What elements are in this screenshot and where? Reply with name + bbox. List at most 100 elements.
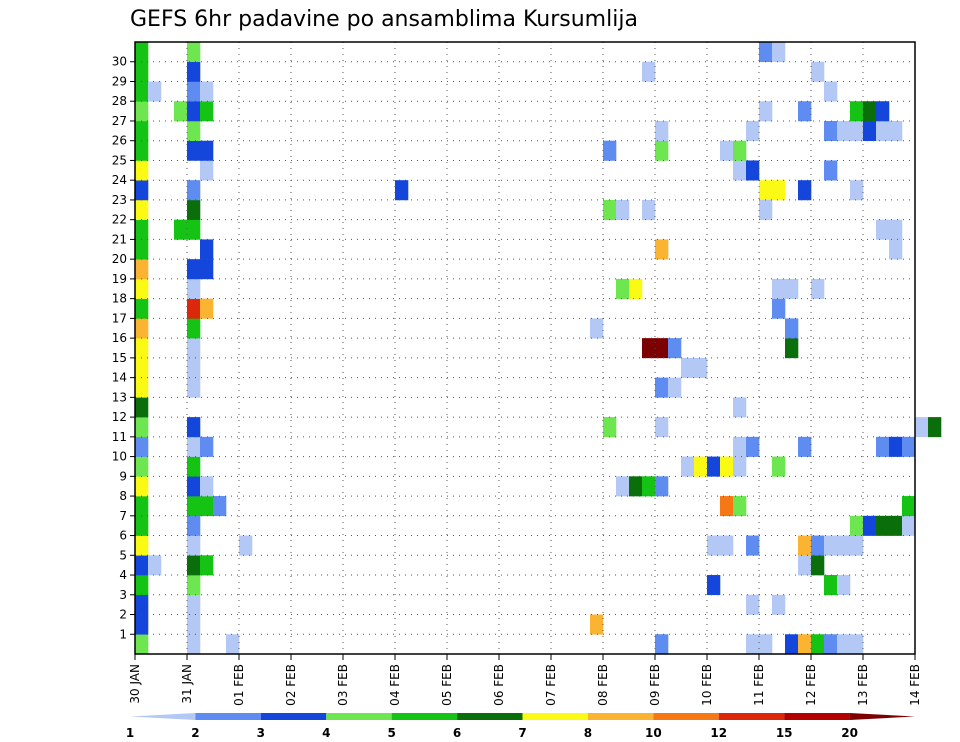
heatmap-cell bbox=[187, 417, 201, 438]
colorbar-tick-label: 20 bbox=[841, 726, 858, 740]
y-tick-label: 1 bbox=[119, 627, 127, 641]
y-tick-label: 16 bbox=[112, 331, 127, 345]
heatmap-cell bbox=[187, 594, 201, 615]
heatmap-cell bbox=[200, 555, 214, 576]
heatmap-cell bbox=[681, 456, 695, 477]
heatmap-cell bbox=[642, 199, 656, 220]
heatmap-cell bbox=[200, 496, 214, 517]
heatmap-cell bbox=[837, 535, 851, 556]
heatmap-cell bbox=[733, 160, 747, 181]
heatmap-cell bbox=[187, 298, 201, 319]
y-tick-label: 22 bbox=[112, 213, 127, 227]
heatmap-cell bbox=[746, 160, 760, 181]
heatmap-cell bbox=[902, 496, 916, 517]
heatmap-cell bbox=[187, 575, 201, 596]
heatmap-cell bbox=[876, 436, 890, 457]
colorbar-tick-label: 4 bbox=[322, 726, 330, 740]
heatmap-cell bbox=[798, 555, 812, 576]
heatmap-cell bbox=[655, 476, 669, 497]
colorbar-segment bbox=[260, 713, 327, 720]
heatmap-cell bbox=[720, 496, 734, 517]
heatmap-cell bbox=[135, 515, 149, 536]
heatmap-cell bbox=[798, 535, 812, 556]
heatmap-cell bbox=[200, 259, 214, 280]
heatmap-cell bbox=[135, 456, 149, 477]
x-tick-label: 09 FEB bbox=[648, 664, 662, 706]
heatmap-cell bbox=[187, 140, 201, 161]
heatmap-cell bbox=[772, 180, 786, 201]
heatmap-cell bbox=[135, 61, 149, 82]
heatmap-cell bbox=[759, 101, 773, 122]
heatmap-cell bbox=[824, 535, 838, 556]
heatmap-cell bbox=[902, 515, 916, 536]
colorbar-tick-label: 10 bbox=[645, 726, 662, 740]
heatmap-cell bbox=[135, 278, 149, 299]
y-tick-label: 17 bbox=[112, 311, 127, 325]
heatmap-cell bbox=[681, 357, 695, 378]
y-tick-label: 15 bbox=[112, 351, 127, 365]
heatmap-cell bbox=[629, 278, 643, 299]
colorbar-segment bbox=[195, 713, 261, 720]
heatmap-cell bbox=[135, 338, 149, 359]
heatmap-cell bbox=[824, 120, 838, 142]
heatmap-cell bbox=[837, 575, 851, 596]
heatmap-cell bbox=[746, 634, 760, 655]
heatmap-cell bbox=[200, 298, 214, 319]
heatmap-cell bbox=[187, 357, 201, 378]
heatmap-cell bbox=[187, 81, 201, 102]
y-tick-label: 19 bbox=[112, 272, 127, 286]
heatmap-cell bbox=[759, 199, 773, 220]
y-tick-label: 26 bbox=[112, 134, 127, 148]
heatmap-cell bbox=[811, 61, 825, 82]
colorbar-segment bbox=[391, 713, 458, 720]
heatmap-cell bbox=[824, 575, 838, 596]
colorbar-tick-label: 6 bbox=[453, 726, 461, 740]
heatmap-cell bbox=[187, 515, 201, 536]
heatmap-cell bbox=[746, 120, 760, 142]
heatmap-cell bbox=[135, 81, 149, 102]
x-tick-label: 01 FEB bbox=[232, 664, 246, 706]
grid-lines bbox=[135, 42, 915, 654]
heatmap-cell bbox=[187, 278, 201, 299]
heatmap-cell bbox=[187, 496, 201, 517]
heatmap-cell bbox=[616, 278, 630, 299]
heatmap-cell bbox=[187, 219, 201, 240]
y-tick-label: 3 bbox=[119, 588, 127, 602]
heatmap-cell bbox=[135, 397, 149, 418]
y-tick-label: 4 bbox=[119, 568, 127, 582]
heatmap-cell bbox=[824, 81, 838, 102]
heatmap-cell bbox=[668, 338, 682, 359]
heatmap-cell bbox=[200, 140, 214, 161]
heatmap-cell bbox=[187, 259, 201, 280]
y-tick-label: 6 bbox=[119, 529, 127, 543]
heatmap-cell bbox=[759, 42, 773, 63]
y-tick-label: 18 bbox=[112, 292, 127, 306]
heatmap-cell bbox=[837, 120, 851, 142]
heatmap-cell bbox=[135, 594, 149, 615]
heatmap-cell bbox=[200, 81, 214, 102]
heatmap-cell bbox=[642, 338, 656, 359]
heatmap-cell bbox=[772, 278, 786, 299]
colorbar-tick-label: 5 bbox=[387, 726, 395, 740]
heatmap-cell bbox=[655, 338, 669, 359]
heatmap-cell bbox=[759, 180, 773, 201]
heatmap-cell bbox=[135, 42, 149, 63]
colorbar-tick-label: 7 bbox=[518, 726, 526, 740]
y-tick-label: 30 bbox=[112, 55, 127, 69]
heatmap-cell bbox=[135, 436, 149, 457]
heatmap-cell bbox=[772, 298, 786, 319]
heatmap-cell bbox=[824, 634, 838, 655]
heatmap-cell bbox=[850, 120, 864, 142]
heatmap-cell bbox=[135, 417, 149, 438]
heatmap-cell bbox=[148, 555, 162, 576]
heatmap-cell bbox=[135, 496, 149, 517]
heatmap-cell bbox=[135, 614, 149, 635]
heatmap-cell bbox=[655, 140, 669, 161]
heatmap-cell bbox=[642, 61, 656, 82]
heatmap-cell bbox=[889, 515, 903, 536]
heatmap-cell bbox=[785, 634, 799, 655]
heatmap-cell bbox=[850, 535, 864, 556]
heatmap-cell bbox=[811, 278, 825, 299]
heatmap-cell bbox=[889, 436, 903, 457]
colorbar-segment bbox=[587, 713, 654, 720]
